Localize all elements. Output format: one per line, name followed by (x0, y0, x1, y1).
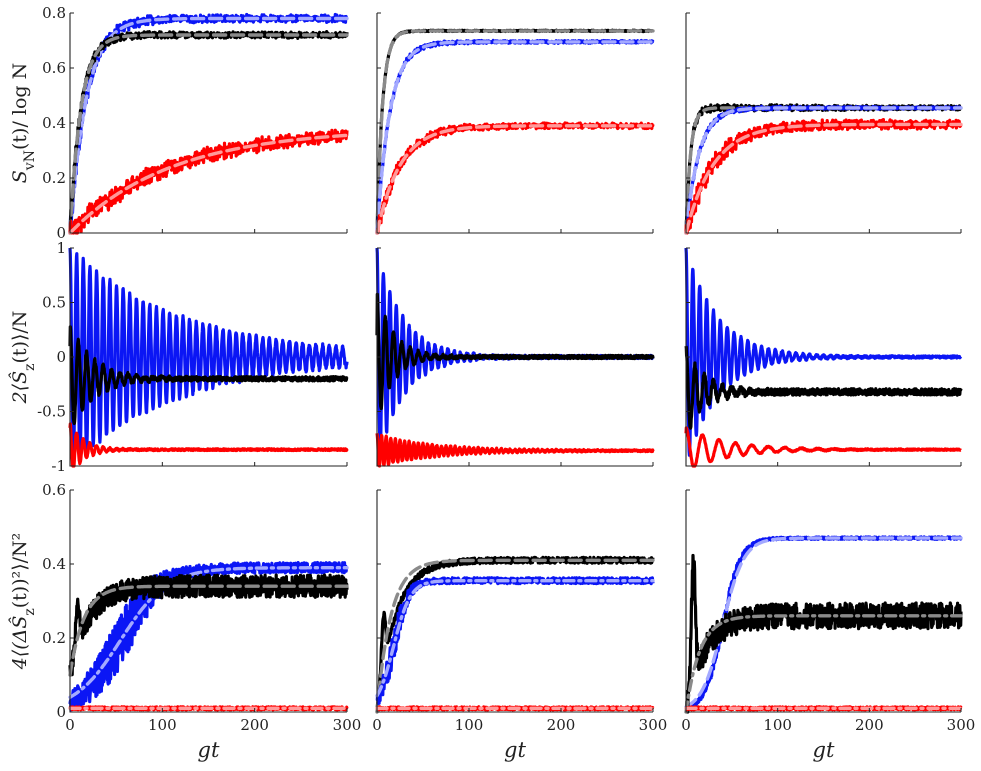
x-tick-label: 0 (65, 716, 75, 734)
series-black-line (375, 28, 655, 234)
y-tick-label: 0.4 (42, 114, 66, 132)
series-blue-line (375, 38, 655, 234)
series-black-line (684, 553, 963, 714)
panel-r0-c1 (375, 12, 655, 235)
y-tick-label: 0.4 (42, 555, 66, 573)
y-tick-label: -1 (51, 457, 66, 475)
fit-blue-line (375, 579, 655, 698)
series-black-line (684, 345, 963, 430)
series-red-line (684, 118, 963, 235)
fit-red-line (68, 133, 349, 235)
x-axis-title: gt (198, 738, 220, 762)
fit-black-line (375, 558, 655, 714)
series-black-line (68, 325, 349, 426)
fit-blue-line (375, 40, 655, 235)
x-tick-label: 0 (372, 716, 382, 734)
series-red-line (68, 128, 349, 235)
fit-black-line (375, 29, 655, 235)
axis-lines (376, 490, 653, 713)
x-tick-label: 200 (240, 716, 269, 734)
panel-r2-c1: 0 100 200 300 (372, 489, 668, 734)
series-blue-line (68, 247, 349, 466)
y-axis-title: 4⟨(ΔŜz(t))²⟩/N² (8, 533, 38, 671)
y-tick-label: 0 (56, 224, 66, 242)
series-blue-line (68, 560, 349, 712)
y-tick-label: 0.2 (42, 629, 66, 647)
series-red-line (375, 433, 655, 468)
y-tick-label: 0.6 (42, 481, 66, 499)
series-blue-line (684, 247, 963, 457)
fit-black-line (684, 614, 963, 714)
fit-blue-line (684, 106, 963, 235)
fit-red-line (684, 122, 963, 235)
series-blue-line (375, 576, 655, 705)
panel-r1-c2 (684, 247, 963, 468)
fit-blue-line (684, 536, 963, 709)
x-axis-title: gt (813, 738, 835, 762)
panel-r1-c1 (375, 247, 655, 468)
fit-black-line (68, 33, 349, 235)
labels-group: gt gt gt SvN(t)/ log N 2⟨Ŝz(t)⟩/N 4⟨(ΔŜz(t))²… (8, 63, 835, 762)
y-axis-title: SvN(t)/ log N (9, 63, 38, 183)
panel-r2-c2: 0 100 200 300 (681, 489, 976, 734)
fit-blue-line (68, 16, 349, 235)
y-tick-label: 0 (56, 348, 66, 366)
y-tick-label: 0 (56, 703, 66, 721)
x-tick-label: 200 (547, 716, 576, 734)
y-tick-label: 0.6 (42, 59, 66, 77)
panel-r0-c0: 0 0.2 0.4 0.6 0.8 (42, 4, 349, 242)
x-tick-label: 300 (333, 716, 362, 734)
series-black-line (68, 573, 349, 677)
series-black-line (375, 292, 655, 411)
x-tick-label: 200 (855, 716, 884, 734)
y-tick-label: 0.5 (42, 294, 66, 312)
panel-r1-c0: -1 -0.5 0 0.5 1 (37, 239, 349, 475)
fit-red-line (375, 124, 655, 235)
y-tick-label: 1 (56, 239, 66, 257)
x-tick-label: 100 (763, 716, 792, 734)
series-red-line (684, 426, 963, 468)
series-red-line (375, 121, 655, 235)
x-tick-label: 0 (681, 716, 691, 734)
y-tick-label: 0.2 (42, 169, 66, 187)
x-tick-label: 100 (148, 716, 177, 734)
fit-black-line (68, 584, 349, 677)
series-red-line (68, 422, 349, 468)
x-tick-label: 300 (639, 716, 668, 734)
panel-r0-c2 (684, 12, 963, 235)
x-tick-label: 300 (947, 716, 976, 734)
y-tick-label: -0.5 (37, 403, 66, 421)
panel-r2-c0: 0 0.2 0.4 0.6 0 100 200 300 (42, 481, 361, 734)
y-tick-label: 0.8 (42, 4, 66, 22)
y-axis-title: 2⟨Ŝz(t)⟩/N (8, 311, 38, 405)
fit-blue-line (68, 566, 349, 699)
x-axis-title: gt (504, 738, 526, 762)
x-tick-label: 100 (455, 716, 484, 734)
